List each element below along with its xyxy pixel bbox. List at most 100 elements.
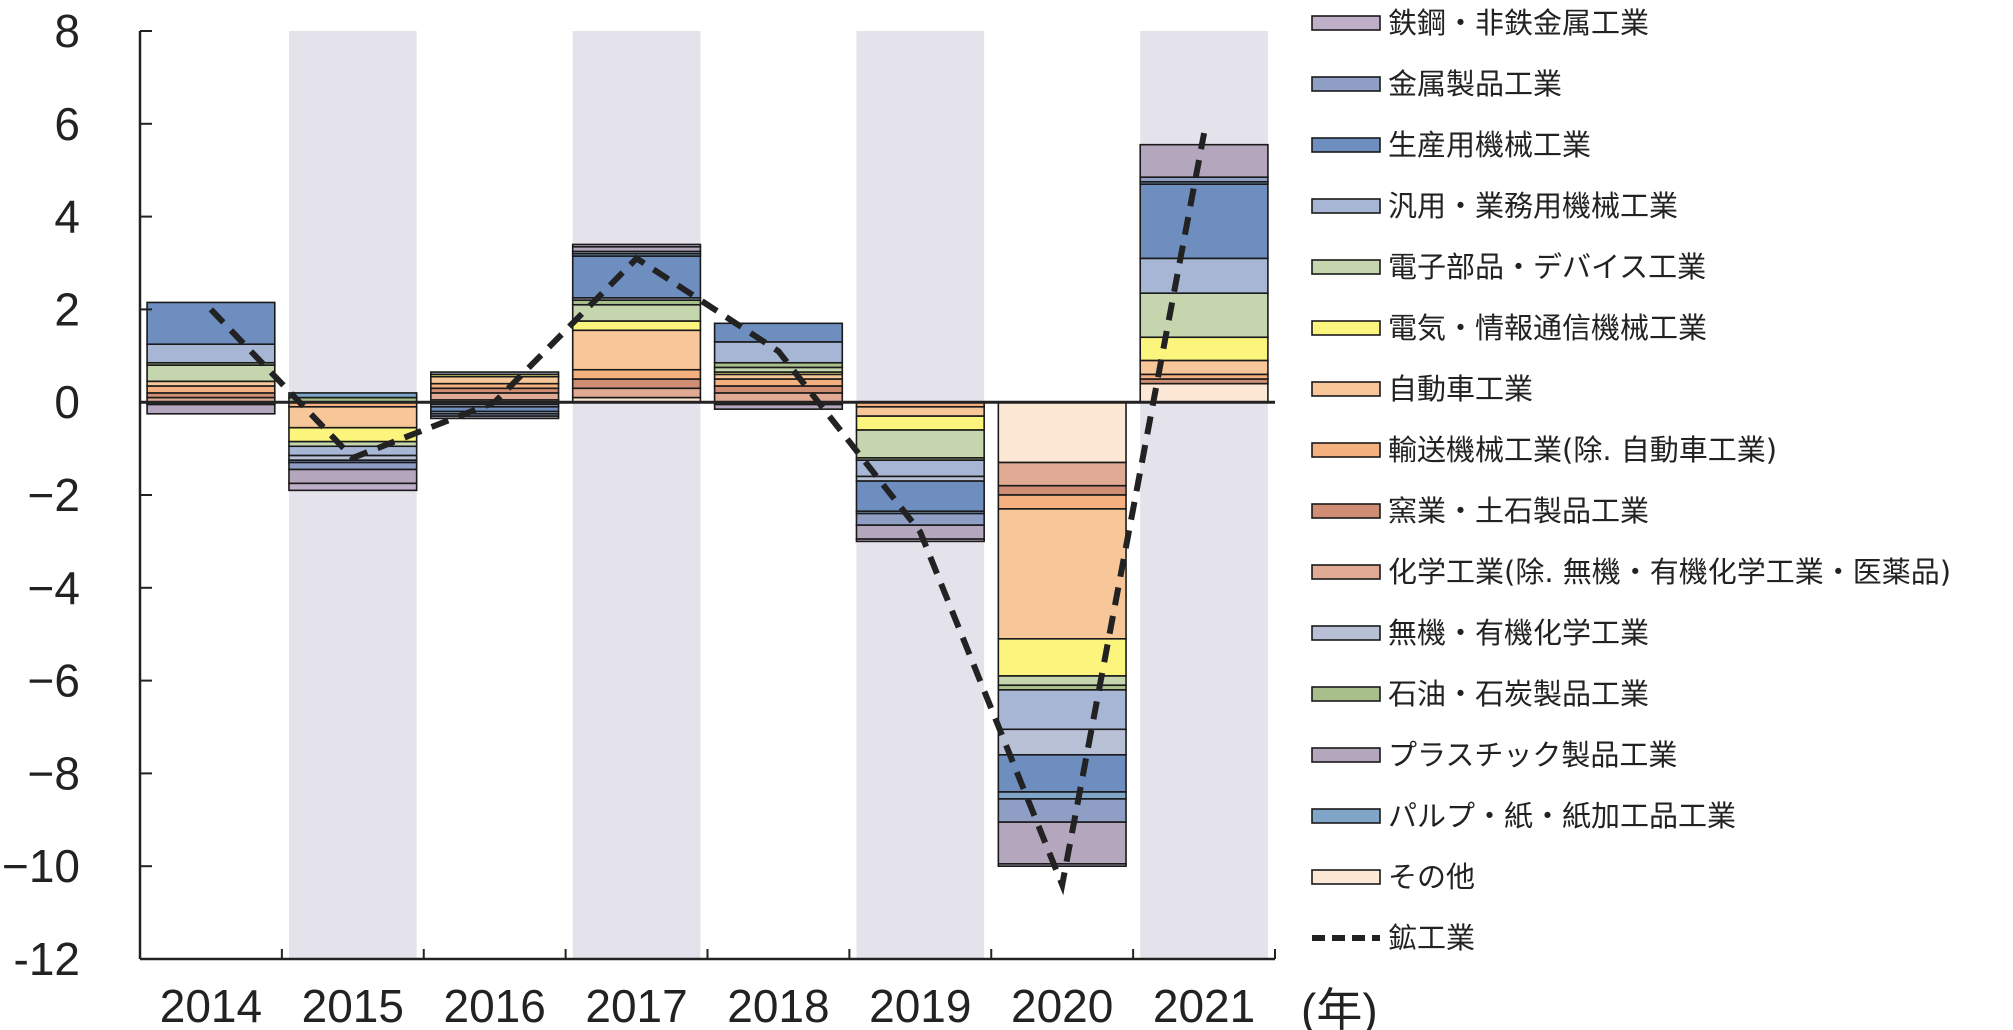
bar-segment-2020-8 [997, 689, 1127, 731]
legend-label: 汎用・業務用機械工業 [1388, 189, 1678, 223]
legend-label: 金属製品工業 [1388, 67, 1562, 101]
legend: 鉄鋼・非鉄金属工業金属製品工業生産用機械工業汎用・業務用機械工業電子部品・デバイ… [1311, 6, 1951, 955]
y-tick-label: 0 [54, 376, 80, 428]
bar-segment-2020-11 [997, 791, 1127, 800]
legend-swatch [1311, 15, 1381, 31]
y-tick-label: 6 [54, 98, 80, 150]
bar-segment-2015-14 [288, 482, 418, 492]
shade-band-2017 [572, 31, 701, 959]
bar-segment-2021-13 [1139, 143, 1269, 178]
axes: 8 6 4 2 0 −2 −4 −6 −8 −10 -12 2014 2015 2016 2017 2018 2… [2, 5, 1378, 1030]
bar-segment-2018-3 [713, 378, 844, 387]
legend-label: 窯業・土石製品工業 [1388, 494, 1649, 528]
bar-segment-2015-13 [288, 468, 418, 485]
bar-segment-2017-3 [571, 368, 702, 380]
legend-label: 鉄鋼・非鉄金属工業 [1388, 6, 1649, 40]
y-tick-label: −10 [2, 840, 80, 892]
legend-swatch [1311, 808, 1381, 824]
bar-segment-2019-6 [855, 429, 985, 459]
legend-swatch [1311, 625, 1381, 641]
bar-segment-2015-4 [288, 406, 418, 429]
bar-segment-2020-0 [997, 401, 1127, 464]
bar-segment-2021-10 [1139, 183, 1269, 260]
y-tick-label: −6 [28, 655, 80, 707]
bar-segment-2019-4 [855, 406, 985, 417]
bar-segment-2020-13 [997, 821, 1127, 865]
legend-label: プラスチック製品工業 [1388, 738, 1677, 772]
legend-swatch [1311, 76, 1381, 92]
legend-label: 生産用機械工業 [1388, 128, 1591, 162]
line-series-鉱工業 [208, 132, 1208, 896]
legend-swatch [1311, 686, 1381, 702]
legend-label: 化学工業(除. 無機・有機化学工業・医薬品) [1388, 555, 1951, 589]
legend-label: 鉱工業 [1388, 921, 1475, 955]
shade-band-2015 [288, 31, 417, 959]
bar-segment-2020-2 [997, 484, 1127, 496]
legend-label: 電子部品・デバイス工業 [1388, 250, 1706, 284]
bar-segment-2017-4 [571, 329, 702, 371]
x-tick-label: 2015 [302, 980, 404, 1030]
legend-swatch [1311, 320, 1381, 336]
y-tick-label: −2 [28, 469, 80, 521]
y-tick-label: −8 [28, 747, 80, 799]
bar-segment-2019-5 [855, 415, 985, 431]
legend-label: 輸送機械工業(除. 自動車工業) [1388, 433, 1777, 467]
bar-segment-2014-3 [146, 385, 276, 394]
bar-segment-2017-10 [571, 255, 702, 299]
bar-segment-2021-0 [1139, 382, 1269, 404]
legend-label: 石油・石炭製品工業 [1388, 677, 1649, 711]
bar-segment-2020-9 [997, 728, 1127, 756]
bar-segment-2020-4 [997, 508, 1127, 640]
bar-segment-2015-12 [288, 461, 418, 471]
legend-label: 自動車工業 [1388, 372, 1533, 406]
x-tick-label: 2016 [444, 980, 546, 1030]
bar-segment-2019-12 [855, 512, 985, 526]
bar-segment-2021-8 [1139, 257, 1269, 294]
legend-label: 無機・有機化学工業 [1388, 616, 1649, 650]
bar-segment-2020-6 [997, 675, 1127, 687]
bar-segment-2015-5 [288, 426, 418, 443]
bar-segment-2020-1 [997, 461, 1127, 487]
bar-segment-2018-2 [713, 385, 844, 394]
bar-segment-2019-10 [855, 480, 985, 513]
bar-segment-2017-14 [571, 243, 702, 248]
y-tick-label: −4 [28, 562, 80, 614]
legend-swatch [1311, 747, 1381, 763]
legend-swatch [1311, 381, 1381, 397]
legend-swatch [1311, 503, 1381, 519]
bar-segment-2016-9 [430, 371, 560, 376]
legend-swatch [1311, 259, 1381, 275]
bar-segment-2014-10 [146, 301, 276, 346]
legend-swatch [1311, 137, 1381, 153]
bar-segment-2020-3 [997, 494, 1127, 510]
legend-swatch [1311, 869, 1381, 885]
bar-segment-2018-13 [713, 403, 844, 410]
x-tick-label: 2019 [869, 980, 971, 1030]
bar-segment-2015-11 [288, 392, 418, 399]
legend-swatch [1311, 198, 1381, 214]
bar-segment-2021-5 [1139, 336, 1269, 362]
bar-segment-2016-4 [430, 375, 560, 385]
x-tick-label: 2018 [727, 980, 829, 1030]
x-tick-label: 2020 [1011, 980, 1113, 1030]
y-tick-label: 4 [54, 191, 80, 243]
bar-segment-2016-13 [430, 415, 560, 420]
x-unit-label: (年) [1301, 984, 1378, 1030]
bar-segment-2014-6 [146, 364, 276, 383]
bar-segment-2014-13 [146, 403, 276, 415]
bar-segment-2017-1 [571, 387, 702, 399]
bar-segment-2018-10 [713, 322, 844, 343]
legend-swatch [1311, 442, 1381, 458]
x-tick-label: 2021 [1153, 980, 1255, 1030]
y-tick-label: 2 [54, 283, 80, 335]
bar-segment-2020-12 [997, 798, 1127, 823]
y-tick-label: -12 [14, 933, 80, 985]
legend-label: パルプ・紙・紙加工品工業 [1388, 799, 1736, 833]
industrial-production-line [208, 132, 1208, 896]
legend-label: 電気・情報通信機械工業 [1388, 311, 1707, 345]
bar-segment-2021-6 [1139, 292, 1269, 339]
x-tick-label: 2014 [160, 980, 262, 1030]
y-tick-label: 8 [54, 5, 80, 57]
bars [146, 143, 1269, 868]
